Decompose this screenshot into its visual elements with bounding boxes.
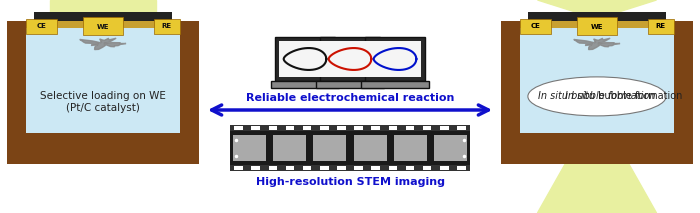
Text: RE: RE xyxy=(656,23,666,29)
Bar xyxy=(320,166,328,170)
Bar xyxy=(440,166,449,170)
Text: In situ bubble formation: In situ bubble formation xyxy=(538,91,656,101)
Bar xyxy=(361,81,429,88)
Bar xyxy=(251,127,260,130)
Bar xyxy=(457,166,466,170)
Bar xyxy=(279,41,331,77)
Text: Reliable electrochemical reaction: Reliable electrochemical reaction xyxy=(246,93,454,103)
Bar xyxy=(320,37,380,81)
Bar xyxy=(251,166,260,170)
Bar xyxy=(440,127,449,130)
Bar xyxy=(26,21,180,28)
Bar xyxy=(520,21,674,133)
Bar xyxy=(26,19,57,34)
Bar xyxy=(354,127,363,130)
Bar xyxy=(230,165,470,171)
Bar xyxy=(83,17,123,35)
Bar xyxy=(389,166,397,170)
Bar xyxy=(393,135,427,161)
Bar xyxy=(520,21,674,28)
Bar xyxy=(234,127,243,130)
Text: CE: CE xyxy=(36,23,46,29)
Polygon shape xyxy=(574,38,620,50)
Bar xyxy=(337,166,346,170)
Bar xyxy=(337,127,346,130)
Bar xyxy=(314,135,346,161)
Bar xyxy=(674,21,693,133)
Bar xyxy=(286,166,294,170)
Text: CE: CE xyxy=(531,23,540,29)
Ellipse shape xyxy=(528,77,666,116)
Bar xyxy=(269,166,277,170)
Bar xyxy=(577,17,617,35)
Text: (Pt/C catalyst): (Pt/C catalyst) xyxy=(66,103,140,113)
Polygon shape xyxy=(80,38,126,50)
Bar xyxy=(372,127,380,130)
Bar xyxy=(369,41,421,77)
Bar xyxy=(230,125,470,131)
Bar xyxy=(324,41,376,77)
Text: WE: WE xyxy=(591,24,603,30)
Bar xyxy=(406,166,414,170)
Bar xyxy=(230,125,470,171)
Bar xyxy=(365,37,425,81)
Bar xyxy=(271,81,339,88)
Bar xyxy=(423,166,431,170)
Bar xyxy=(501,133,693,164)
Bar xyxy=(273,135,307,161)
Bar xyxy=(7,21,26,133)
Bar xyxy=(457,127,466,130)
Bar xyxy=(34,12,172,20)
Bar xyxy=(7,133,199,164)
Text: High-resolution STEM imaging: High-resolution STEM imaging xyxy=(256,177,444,187)
Bar xyxy=(303,166,312,170)
Text: WE: WE xyxy=(97,24,109,30)
Polygon shape xyxy=(538,135,657,213)
Bar xyxy=(423,127,431,130)
Bar xyxy=(520,19,551,34)
Bar xyxy=(269,127,277,130)
Bar xyxy=(180,21,199,133)
Bar xyxy=(275,37,335,81)
Bar xyxy=(154,19,180,34)
Bar xyxy=(354,135,386,161)
Bar xyxy=(234,166,243,170)
Bar xyxy=(372,166,380,170)
Polygon shape xyxy=(538,0,657,14)
Bar xyxy=(406,127,414,130)
Text: bubble formation: bubble formation xyxy=(595,91,682,101)
Bar xyxy=(286,127,294,130)
Bar xyxy=(26,21,180,133)
Bar xyxy=(528,12,666,20)
Polygon shape xyxy=(50,0,156,14)
Bar xyxy=(354,166,363,170)
Bar xyxy=(233,135,266,161)
Bar xyxy=(434,135,467,161)
Text: RE: RE xyxy=(162,23,172,29)
Bar xyxy=(303,127,312,130)
Bar xyxy=(320,127,328,130)
Bar xyxy=(501,21,520,133)
Bar xyxy=(389,127,397,130)
Text: In situ: In situ xyxy=(565,91,595,101)
Bar xyxy=(648,19,674,34)
Text: Selective loading on WE: Selective loading on WE xyxy=(40,91,166,101)
Bar xyxy=(316,81,384,88)
